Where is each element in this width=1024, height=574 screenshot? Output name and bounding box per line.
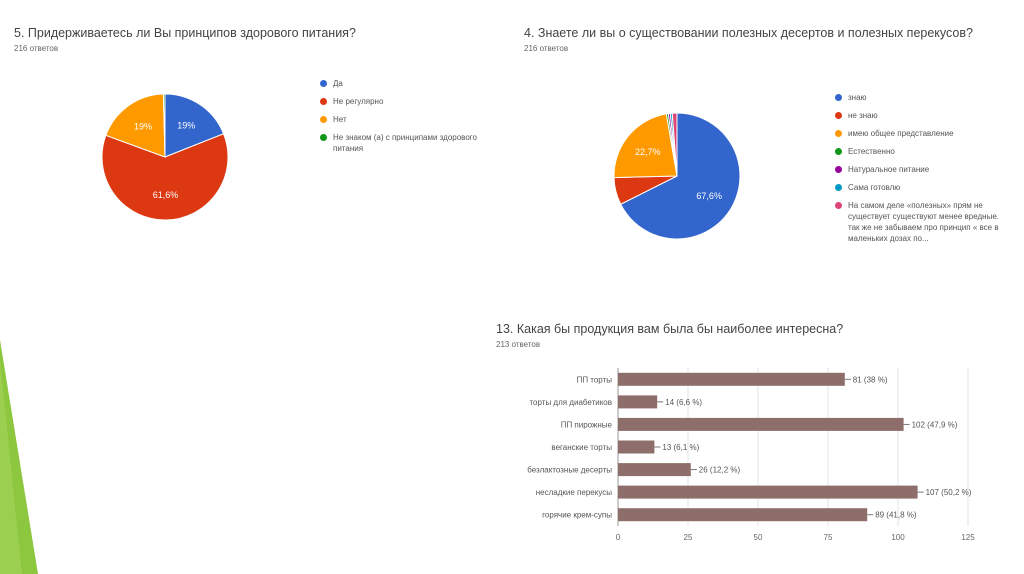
q4-legend-item-1: не знаю: [835, 110, 1005, 121]
q5-legend-item-2: Нет: [320, 114, 495, 125]
q13-category-label-6: горячие крем-супы: [542, 511, 612, 520]
q4-legend-label-3: Естественно: [848, 147, 895, 156]
q13-bar-1: [618, 395, 658, 409]
q5-pie-slice-label-2: 19%: [134, 121, 152, 131]
q13-value-label-3: 13 (6,1 %): [662, 443, 699, 452]
q4-panel: 4. Знаете ли вы о существовании полезных…: [524, 26, 973, 53]
q5-title: 5. Придерживаетесь ли Вы принципов здоро…: [14, 26, 356, 40]
q4-legend-swatch-4: [835, 166, 842, 173]
q4-pie-chart: 67,6% 22,7%: [613, 112, 741, 240]
q5-legend-label-3: Не знаком (а) с принципами здорового пит…: [333, 133, 477, 153]
q4-legend-item-6: На самом деле «полезных» прям не существ…: [835, 200, 1005, 244]
q5-legend-item-3: Не знаком (а) с принципами здорового пит…: [320, 132, 495, 154]
q13-xtick-3: 75: [824, 533, 833, 542]
q4-legend-swatch-1: [835, 112, 842, 119]
q5-pie-slice-2: [105, 93, 166, 158]
q13-category-label-0: ПП торты: [577, 375, 613, 384]
q4-legend-item-4: Натуральное питание: [835, 164, 1005, 175]
q13-xtick-0: 0: [616, 533, 621, 542]
q4-legend-item-3: Естественно: [835, 146, 1005, 157]
q13-category-label-5: несладкие перекусы: [536, 488, 612, 497]
q4-pie-slice-label-2: 22,7%: [635, 147, 661, 157]
q4-pie-slice-6: [671, 112, 678, 177]
q4-legend-swatch-3: [835, 148, 842, 155]
q5-legend-item-0: Да: [320, 78, 495, 89]
q13-value-label-2: 102 (47,9 %): [912, 420, 958, 429]
q5-legend-swatch-1: [320, 98, 327, 105]
q4-legend-item-0: знаю: [835, 92, 1005, 103]
q5-pie-slice-3: [162, 93, 166, 158]
q5-legend: Да Не регулярно Нет Не знаком (а) с принцип…: [320, 78, 495, 161]
q4-legend-label-6: На самом деле «полезных» прям не существ…: [848, 201, 1000, 243]
q5-pie-slice-1: [101, 133, 229, 221]
q4-legend-swatch-5: [835, 184, 842, 191]
q5-pie-slice-label-1: 61,6%: [153, 190, 179, 200]
q5-legend-label-1: Не регулярно: [333, 97, 384, 106]
q13-bar-chart: 0 25 50 75 100 125 ПП торты 81 (38 %) торты для …: [527, 368, 975, 542]
q13-value-label-5: 107 (50,2 %): [926, 488, 972, 497]
q13-bar-4: [618, 463, 691, 477]
q13-title: 13. Какая бы продукция вам была бы наибо…: [496, 322, 844, 336]
q4-legend-item-5: Сама готовлю: [835, 182, 1005, 193]
q13-response-count: 213 ответов: [496, 340, 541, 349]
q13-bar-3: [618, 440, 655, 454]
q5-legend-label-2: Нет: [333, 115, 347, 124]
q5-legend-swatch-0: [320, 80, 327, 87]
q13-bar-6: [618, 508, 868, 522]
q5-legend-swatch-3: [320, 134, 327, 141]
q13-bar-5: [618, 485, 918, 499]
q13-xtick-2: 50: [754, 533, 763, 542]
q13-xtick-5: 125: [961, 533, 975, 542]
q4-legend-item-2: имею общее представление: [835, 128, 1005, 139]
q4-legend-label-5: Сама готовлю: [848, 183, 901, 192]
q5-pie-slice-label-0: 19%: [177, 121, 195, 131]
q13-category-label-3: веганские торты: [551, 443, 612, 452]
q13-bar-2: [618, 417, 904, 431]
q13-bar-0: [618, 372, 845, 386]
q4-legend-label-1: не знаю: [848, 111, 878, 120]
q5-response-count: 216 ответов: [14, 44, 59, 53]
q4-legend-swatch-2: [835, 130, 842, 137]
q4-legend-swatch-6: [835, 202, 842, 209]
q4-pie-slice-label-0: 67,6%: [696, 191, 722, 201]
q4-legend-label-4: Натуральное питание: [848, 165, 930, 174]
q4-pie-slice-2: [613, 113, 678, 179]
q5-pie-chart: 19% 61,6% 19%: [101, 93, 229, 221]
q5-legend-label-0: Да: [333, 79, 343, 88]
q5-legend-swatch-2: [320, 116, 327, 123]
q4-legend-swatch-0: [835, 94, 842, 101]
q4-title: 4. Знаете ли вы о существовании полезных…: [524, 26, 973, 40]
q5-pie-slice-0: [164, 93, 225, 158]
q13-value-label-6: 89 (41,8 %): [875, 511, 917, 520]
q13-category-label-2: ПП пирожные: [561, 420, 613, 429]
q4-pie-slice-0: [620, 112, 741, 240]
q13-category-label-1: торты для диабетиков: [529, 398, 612, 407]
q4-legend-label-2: имею общее представление: [848, 129, 954, 138]
q13-value-label-4: 26 (12,2 %): [699, 466, 741, 475]
q4-legend: знаю не знаю имею общее представление Естес…: [835, 92, 1005, 251]
q4-response-count: 216 ответов: [524, 44, 569, 53]
q13-xtick-4: 100: [891, 533, 905, 542]
q13-value-label-1: 14 (6,6 %): [665, 398, 702, 407]
q13-xtick-1: 25: [684, 533, 693, 542]
q4-legend-label-0: знаю: [848, 93, 867, 102]
q5-legend-item-1: Не регулярно: [320, 96, 495, 107]
q13-category-label-4: безлактозные десерты: [527, 466, 612, 475]
q5-panel: 5. Придерживаетесь ли Вы принципов здоро…: [14, 26, 356, 53]
q13-panel: 13. Какая бы продукция вам была бы наибо…: [496, 322, 843, 349]
q13-value-label-0: 81 (38 %): [853, 375, 888, 384]
